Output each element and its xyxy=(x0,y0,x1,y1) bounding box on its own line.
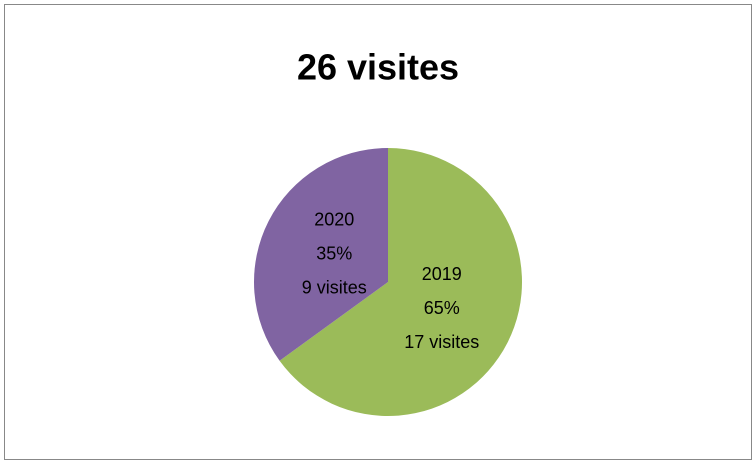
slice-category: 2020 xyxy=(314,209,354,229)
slice-count: 17 visites xyxy=(404,332,479,352)
slice-count: 9 visites xyxy=(302,277,367,297)
slice-percent: 35% xyxy=(316,243,352,263)
pie-slice xyxy=(254,148,388,361)
pie-slice xyxy=(279,148,522,417)
chart-title: 26 visites xyxy=(297,47,459,88)
slice-percent: 65% xyxy=(424,298,460,318)
slice-category: 2019 xyxy=(422,264,462,284)
